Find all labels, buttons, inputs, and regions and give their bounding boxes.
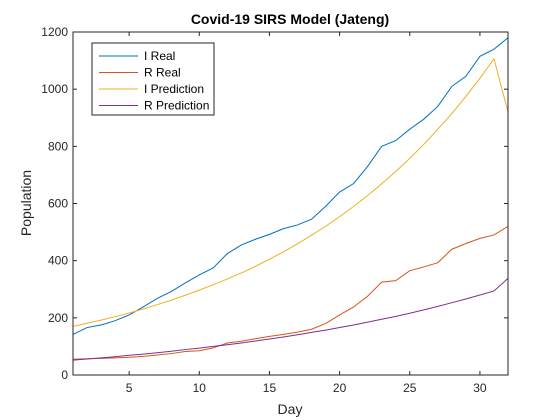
x-tick-label: 10 [193,381,207,395]
x-tick-label: 25 [403,381,417,395]
x-tick-label: 15 [263,381,277,395]
x-tick-label: 30 [473,381,487,395]
legend-label: R Real [144,66,181,80]
legend-box [91,42,215,116]
x-ticks: 5 10 15 20 25 30 [126,32,487,395]
y-tick-label: 200 [48,311,68,325]
y-tick-label: 600 [48,197,68,211]
legend-items: I Real R Real I Prediction R Prediction [99,49,209,113]
legend-label: I Prediction [144,82,204,96]
series-line-2 [72,225,509,360]
legend: I Real R Real I Prediction R Prediction [91,42,215,116]
y-tick-label: 0 [61,368,68,382]
y-tick-label: 400 [48,254,68,268]
y-axis-label: Population [18,170,34,236]
y-ticks: 0 200 400 600 800 1000 1200 [41,25,508,382]
x-axis-label: Day [278,401,303,417]
series-layer [72,37,509,361]
x-tick-label: 20 [333,381,347,395]
series-line-1 [72,37,509,335]
legend-label: R Prediction [144,99,209,113]
y-tick-label: 1200 [41,25,68,39]
series-line-4 [72,278,509,361]
legend-label: I Real [144,49,175,63]
y-tick-label: 1000 [41,82,68,96]
x-tick-label: 5 [126,381,133,395]
chart-title: Covid-19 SIRS Model (Jateng) [191,11,389,27]
y-tick-label: 800 [48,139,68,153]
series-line-3 [72,57,509,327]
